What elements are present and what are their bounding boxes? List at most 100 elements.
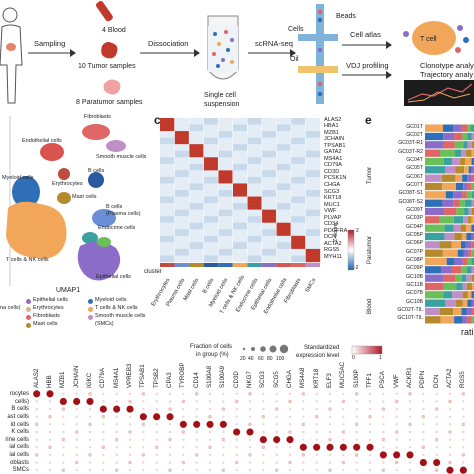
dotplot-dot [275,400,278,403]
bar-row-label: GC07T [406,181,423,188]
bar-segment [465,241,472,249]
dotplot-dot [408,415,412,418]
heatmap-cell [232,203,248,210]
dotplot-dot [262,392,265,395]
color-legend-title-2: expression level [296,353,340,359]
cluster-bar [203,263,219,267]
dotplot-dot [275,392,278,395]
bar-segment [471,299,474,307]
bar-segment [462,316,467,324]
heatmap-cell [189,248,204,256]
dotplot-dot [248,438,252,441]
heatmap-cell [203,209,219,217]
bar-segment [468,249,472,257]
dotplot-dot [168,453,172,456]
dotplot-dot [73,397,81,406]
dotplot-dot [262,461,265,464]
bar-row-label: GC07P [405,248,423,255]
heatmap-cell [203,255,219,263]
bar-segment [425,274,444,282]
heatmap-cell [247,150,263,158]
heatmap-cell [189,235,204,243]
dotplot-dot [182,469,185,472]
zscore-tick: -2 [354,265,359,271]
dotplot-dot [435,415,438,418]
heatmap-cell [247,248,263,256]
heatmap-cell [247,242,263,250]
dotplot-dot [315,469,318,472]
dotplot-dot [248,453,252,457]
heatmap-gene-label: RGS5 [324,247,340,254]
umap-legend: na cells) Epithelial cells Myeloid cells… [0,297,146,328]
heatmap-cell [261,118,277,125]
dotplot-dot [102,469,105,472]
dotplot-dot [448,423,452,426]
dotplot-dot [155,461,158,464]
bar-segment [441,174,456,182]
heatmap-cell [160,203,175,210]
heatmap-cell [160,157,175,165]
dotplot-dot [448,438,452,441]
dotplot-dot [208,453,212,456]
bar-segment [467,141,472,149]
heatmap-cell [174,183,190,191]
dotplot-dot [355,400,358,403]
bar-row-label: GC04P [405,223,423,230]
heatmap-cell [160,229,175,237]
dotplot-dot [448,399,452,404]
bar-row-labels: GC01T GC02T GC03T-R1 GC03T-R2 GC04T GC05T GC06… [381,124,423,324]
heatmap-cell [174,137,190,145]
workflow-panel: Sampling 4 Blood 10 Tumor samples 8 Para… [0,0,474,112]
dotplot-gene-label: KRT18 [312,368,320,388]
dotplot-dot [435,430,438,434]
dotplot-dot [408,408,412,411]
bar-row-label: GC06T [406,173,423,180]
heatmap-cell [203,248,219,256]
bar-segment [471,182,474,191]
dotplot-dot [195,469,198,472]
dotplot-dot [155,400,158,403]
cluster-bar [247,263,262,267]
dotplot-dot [128,438,132,441]
dotplot-dot [302,430,305,434]
bar-segment [454,132,463,141]
bar-segment [471,149,474,157]
oil-label: Oil [290,56,299,63]
bar-segment [425,316,441,324]
heatmap-cell [247,137,263,145]
dotplot-gene-label: VPREB3 [126,363,133,388]
dotplot-dot [59,397,67,406]
dotplot-dot [142,438,145,441]
dotplot-panel: Fraction of cells in group (%) 20 40 60 … [0,336,474,474]
dotplot-dot [128,399,132,404]
dotplot-dot [128,415,132,418]
dotplot-dot [462,438,465,441]
bar-segment [453,191,463,199]
dotplot-dot [275,430,278,434]
bar-segment [442,199,454,207]
heatmap-cell [290,235,306,243]
step-dissociation-label: Dissociation [148,39,189,48]
bar-row-label: GC07B [405,290,423,297]
blood-tube-icon [96,1,113,22]
paratumor-samples-label: 8 Paratumor samples [76,99,143,106]
heatmap-cell [203,118,219,125]
heatmap-cell [305,183,321,191]
dotplot-dot [381,468,386,472]
dotplot-dot [328,392,332,395]
heatmap-cell [305,248,321,256]
heatmap-cell [232,235,248,243]
heatmap-cell [218,203,233,210]
dotplot-dot [155,423,158,426]
heatmap-cell [218,209,233,217]
dotplot-dot [182,415,185,418]
bar-row-label: GC10B [405,273,423,280]
bar-segment [425,282,444,291]
heatmap-gene-label: MZB1 [324,129,339,136]
dotplot-dot [395,392,398,395]
dotplot-dot [46,390,54,398]
dotplot-dot [302,415,305,418]
bar-segment [466,232,472,241]
dotplot-dot [86,397,94,406]
bar-segment [463,249,469,257]
